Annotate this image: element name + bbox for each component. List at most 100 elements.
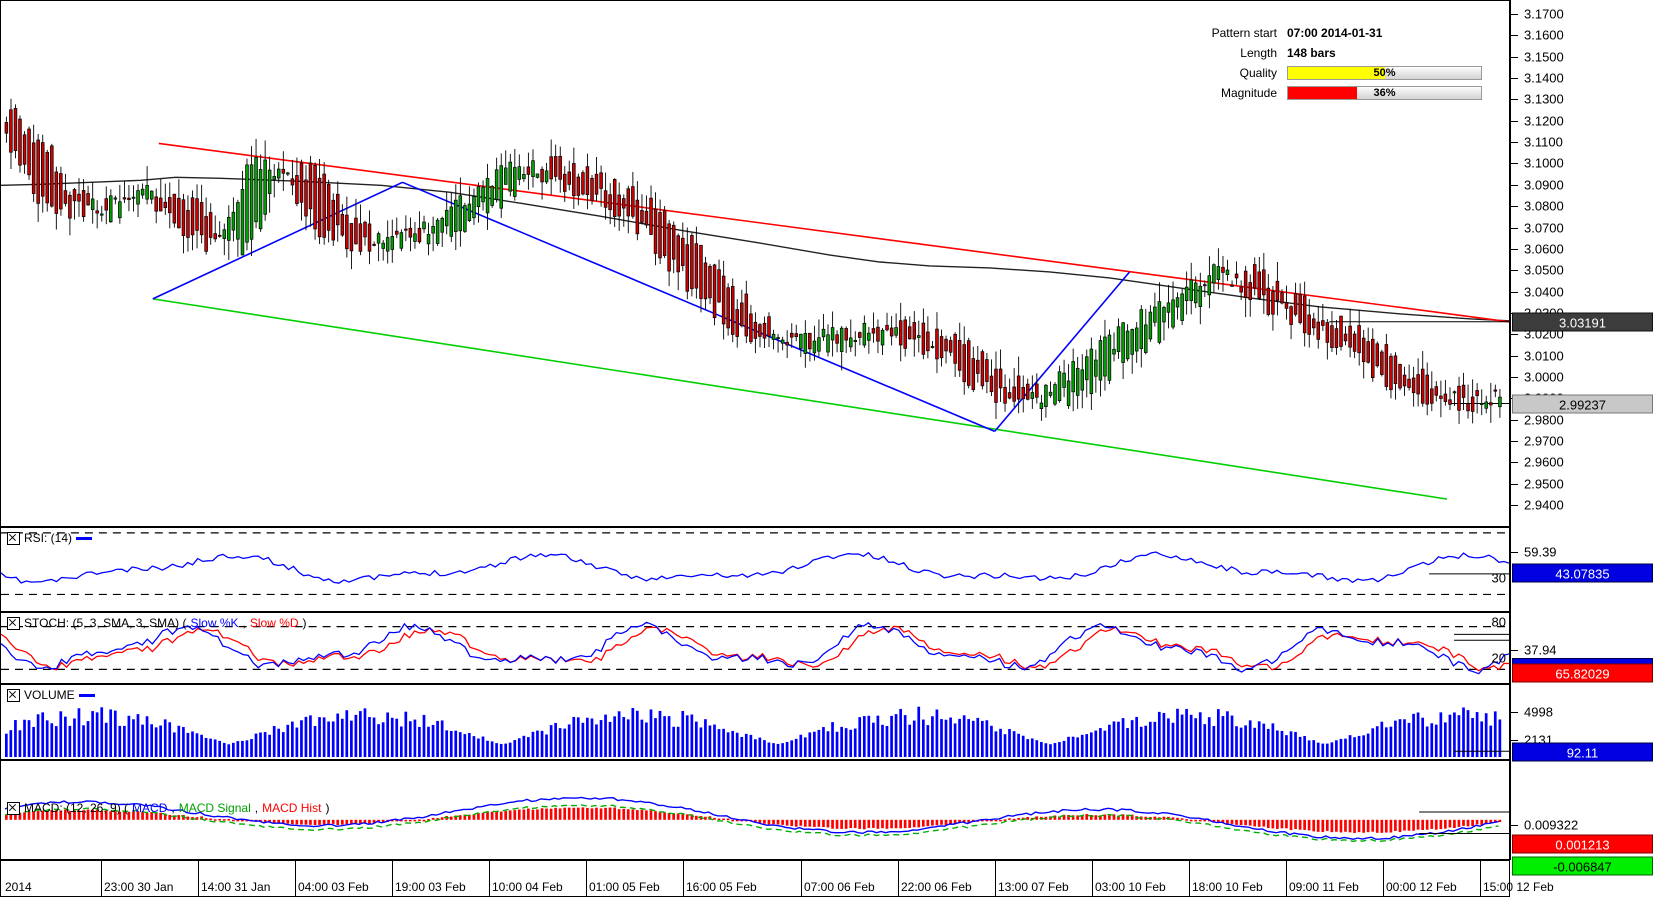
pattern-line-up-1 (152, 181, 403, 300)
axis-tick (1510, 552, 1518, 553)
price-axis-tick-label: 3.0800 (1524, 198, 1564, 214)
stoch-title-suffix: ) (302, 616, 307, 630)
resistance-trendline (158, 142, 1509, 323)
macd-signal-value-badge[interactable]: -0.006847 (1512, 856, 1653, 876)
time-axis-separator (586, 861, 587, 897)
price-axis-tick (1510, 483, 1518, 485)
price-axis-tick-label: 3.1700 (1524, 6, 1564, 22)
time-axis-separator (198, 861, 199, 897)
pattern-info-row: Quality 50% (1185, 64, 1485, 82)
price-pane[interactable] (0, 0, 1510, 527)
macd-pane[interactable]: MACD: (12, 26, 9) ( MACD , MACD Signal ,… (0, 760, 1510, 860)
time-axis-separator (1480, 861, 1481, 897)
pattern-quality-label: Quality (1239, 66, 1277, 80)
price-axis-tick-label: 2.9400 (1524, 497, 1564, 513)
stoch-slow-d-line (1, 625, 1509, 672)
price-axis-tick (1510, 376, 1518, 378)
pattern-magnitude-meter: 36% (1287, 86, 1482, 100)
price-axis-tick-label: 3.1000 (1524, 155, 1564, 171)
price-axis-tick (1510, 355, 1518, 357)
price-axis-tick-label: 3.0900 (1524, 177, 1564, 193)
price-axis-tick-label: 3.1200 (1524, 113, 1564, 129)
price-axis-tick-label: 3.1500 (1524, 49, 1564, 65)
time-axis-separator (995, 861, 996, 897)
axis-tick (1510, 650, 1518, 651)
price-axis-tick (1510, 142, 1518, 144)
stoch-chart-canvas (1, 621, 1509, 675)
macd-title-label: MACD: (12, 26, 9) ( (24, 801, 129, 815)
rsi-axis-label-high: 59.39 (1524, 544, 1557, 560)
price-axis-tick-label: 3.1600 (1524, 27, 1564, 43)
time-axis-separator (1286, 861, 1287, 897)
pattern-quality-meter: 50% (1287, 66, 1482, 80)
time-axis-label: 10:00 04 Feb (492, 880, 563, 894)
time-axis[interactable]: 2014 23:00 30 Jan 14:00 31 Jan 04:00 03 Fe… (0, 860, 1554, 897)
stoch-title-separator: , (242, 616, 246, 630)
stoch-title-label: STOCH: (5, 3, SMA, 3, SMA) ( (24, 616, 187, 630)
axis-tick (1510, 740, 1518, 741)
time-axis-label: 07:00 06 Feb (804, 880, 875, 894)
price-axis-tick (1510, 99, 1518, 101)
macd-hist-label: MACD Hist (262, 801, 322, 815)
axis-tick (1510, 825, 1518, 826)
price-axis-tick-label: 2.9600 (1524, 454, 1564, 470)
stoch-pane-title[interactable]: STOCH: (5, 3, SMA, 3, SMA) ( Slow %K , S… (7, 616, 307, 630)
macd-close-icon[interactable] (7, 801, 20, 815)
pattern-magnitude-percent: 36% (1373, 87, 1396, 99)
rsi-value-badge[interactable]: 43.07835 (1512, 563, 1653, 583)
pattern-line-down-1 (402, 181, 995, 433)
price-axis-tick (1510, 248, 1518, 250)
pattern-length-label: Length (1240, 46, 1277, 60)
time-axis-separator (392, 861, 393, 897)
price-axis-tick (1510, 462, 1518, 464)
stoch-pane[interactable]: STOCH: (5, 3, SMA, 3, SMA) ( Slow %K , S… (0, 612, 1510, 684)
price-axis-tick (1510, 505, 1518, 507)
right-axis-line (1510, 0, 1511, 860)
price-axis-tick-label: 3.0600 (1524, 241, 1564, 257)
pattern-quality-meter-fill (1288, 67, 1385, 79)
price-axis-tick-label: 3.0700 (1524, 220, 1564, 235)
macd-hist-value-badge[interactable]: 0.001213 (1512, 834, 1653, 854)
stoch-level-20-label: 20 (1491, 650, 1506, 666)
rsi-pane-title[interactable]: RSI: (14) (7, 531, 93, 545)
macd-pane-title[interactable]: MACD: (12, 26, 9) ( MACD , MACD Signal ,… (7, 801, 329, 815)
price-axis-tick (1510, 56, 1518, 58)
volume-close-icon[interactable] (7, 688, 20, 702)
stoch-d-value-badge[interactable]: 65.82029 (1512, 663, 1653, 683)
price-axis-tick (1510, 227, 1518, 229)
macd-axis-label-high: 0.009322 (1524, 817, 1579, 833)
volume-pane-title[interactable]: VOLUME (7, 688, 95, 702)
volume-pane[interactable]: VOLUME (0, 684, 1510, 760)
rsi-legend-swatch-icon (76, 536, 93, 540)
price-axis-tick-label: 3.0400 (1524, 284, 1564, 300)
price-chart-canvas (1, 98, 1509, 500)
macd-title-separator-1: , (171, 801, 175, 815)
macd-title-separator-2: , (254, 801, 259, 815)
time-axis-label: 03:00 10 Feb (1095, 880, 1166, 894)
price-axis-tick (1510, 270, 1518, 272)
time-axis-label: 23:00 30 Jan (104, 880, 174, 894)
price-axis-tick-label: 2.9500 (1524, 476, 1564, 492)
rsi-pane[interactable]: RSI: (14) (0, 527, 1510, 612)
rsi-level-30-label: 30 (1491, 570, 1506, 586)
pattern-info-row: Pattern start 07:00 2014-01-31 (1185, 24, 1485, 42)
rsi-line (1, 551, 1509, 584)
pattern-start-value: 07:00 2014-01-31 (1287, 26, 1383, 40)
price-axis-tick (1510, 334, 1518, 336)
rsi-close-icon[interactable] (7, 531, 20, 545)
macd-signal-line (4, 804, 1499, 843)
time-axis-year-label: 2014 (5, 880, 32, 894)
price-axis-tick (1510, 14, 1518, 15)
volume-legend-swatch-icon (78, 693, 95, 697)
candlestick-series (4, 98, 1502, 424)
macd-line (4, 796, 1499, 841)
volume-value-badge[interactable]: 92.11 (1512, 742, 1653, 762)
time-axis-label: 13:00 07 Feb (998, 880, 1069, 894)
price-axis-tick (1510, 35, 1518, 37)
rsi-chart-canvas (1, 532, 1509, 595)
price-axis-tick-label: 3.0500 (1524, 262, 1564, 278)
current-price-badge[interactable]: 2.99237 (1512, 394, 1653, 414)
price-level-badge[interactable]: 3.03191 (1512, 312, 1653, 332)
stoch-close-icon[interactable] (7, 616, 20, 630)
pattern-start-label: Pattern start (1211, 26, 1277, 40)
